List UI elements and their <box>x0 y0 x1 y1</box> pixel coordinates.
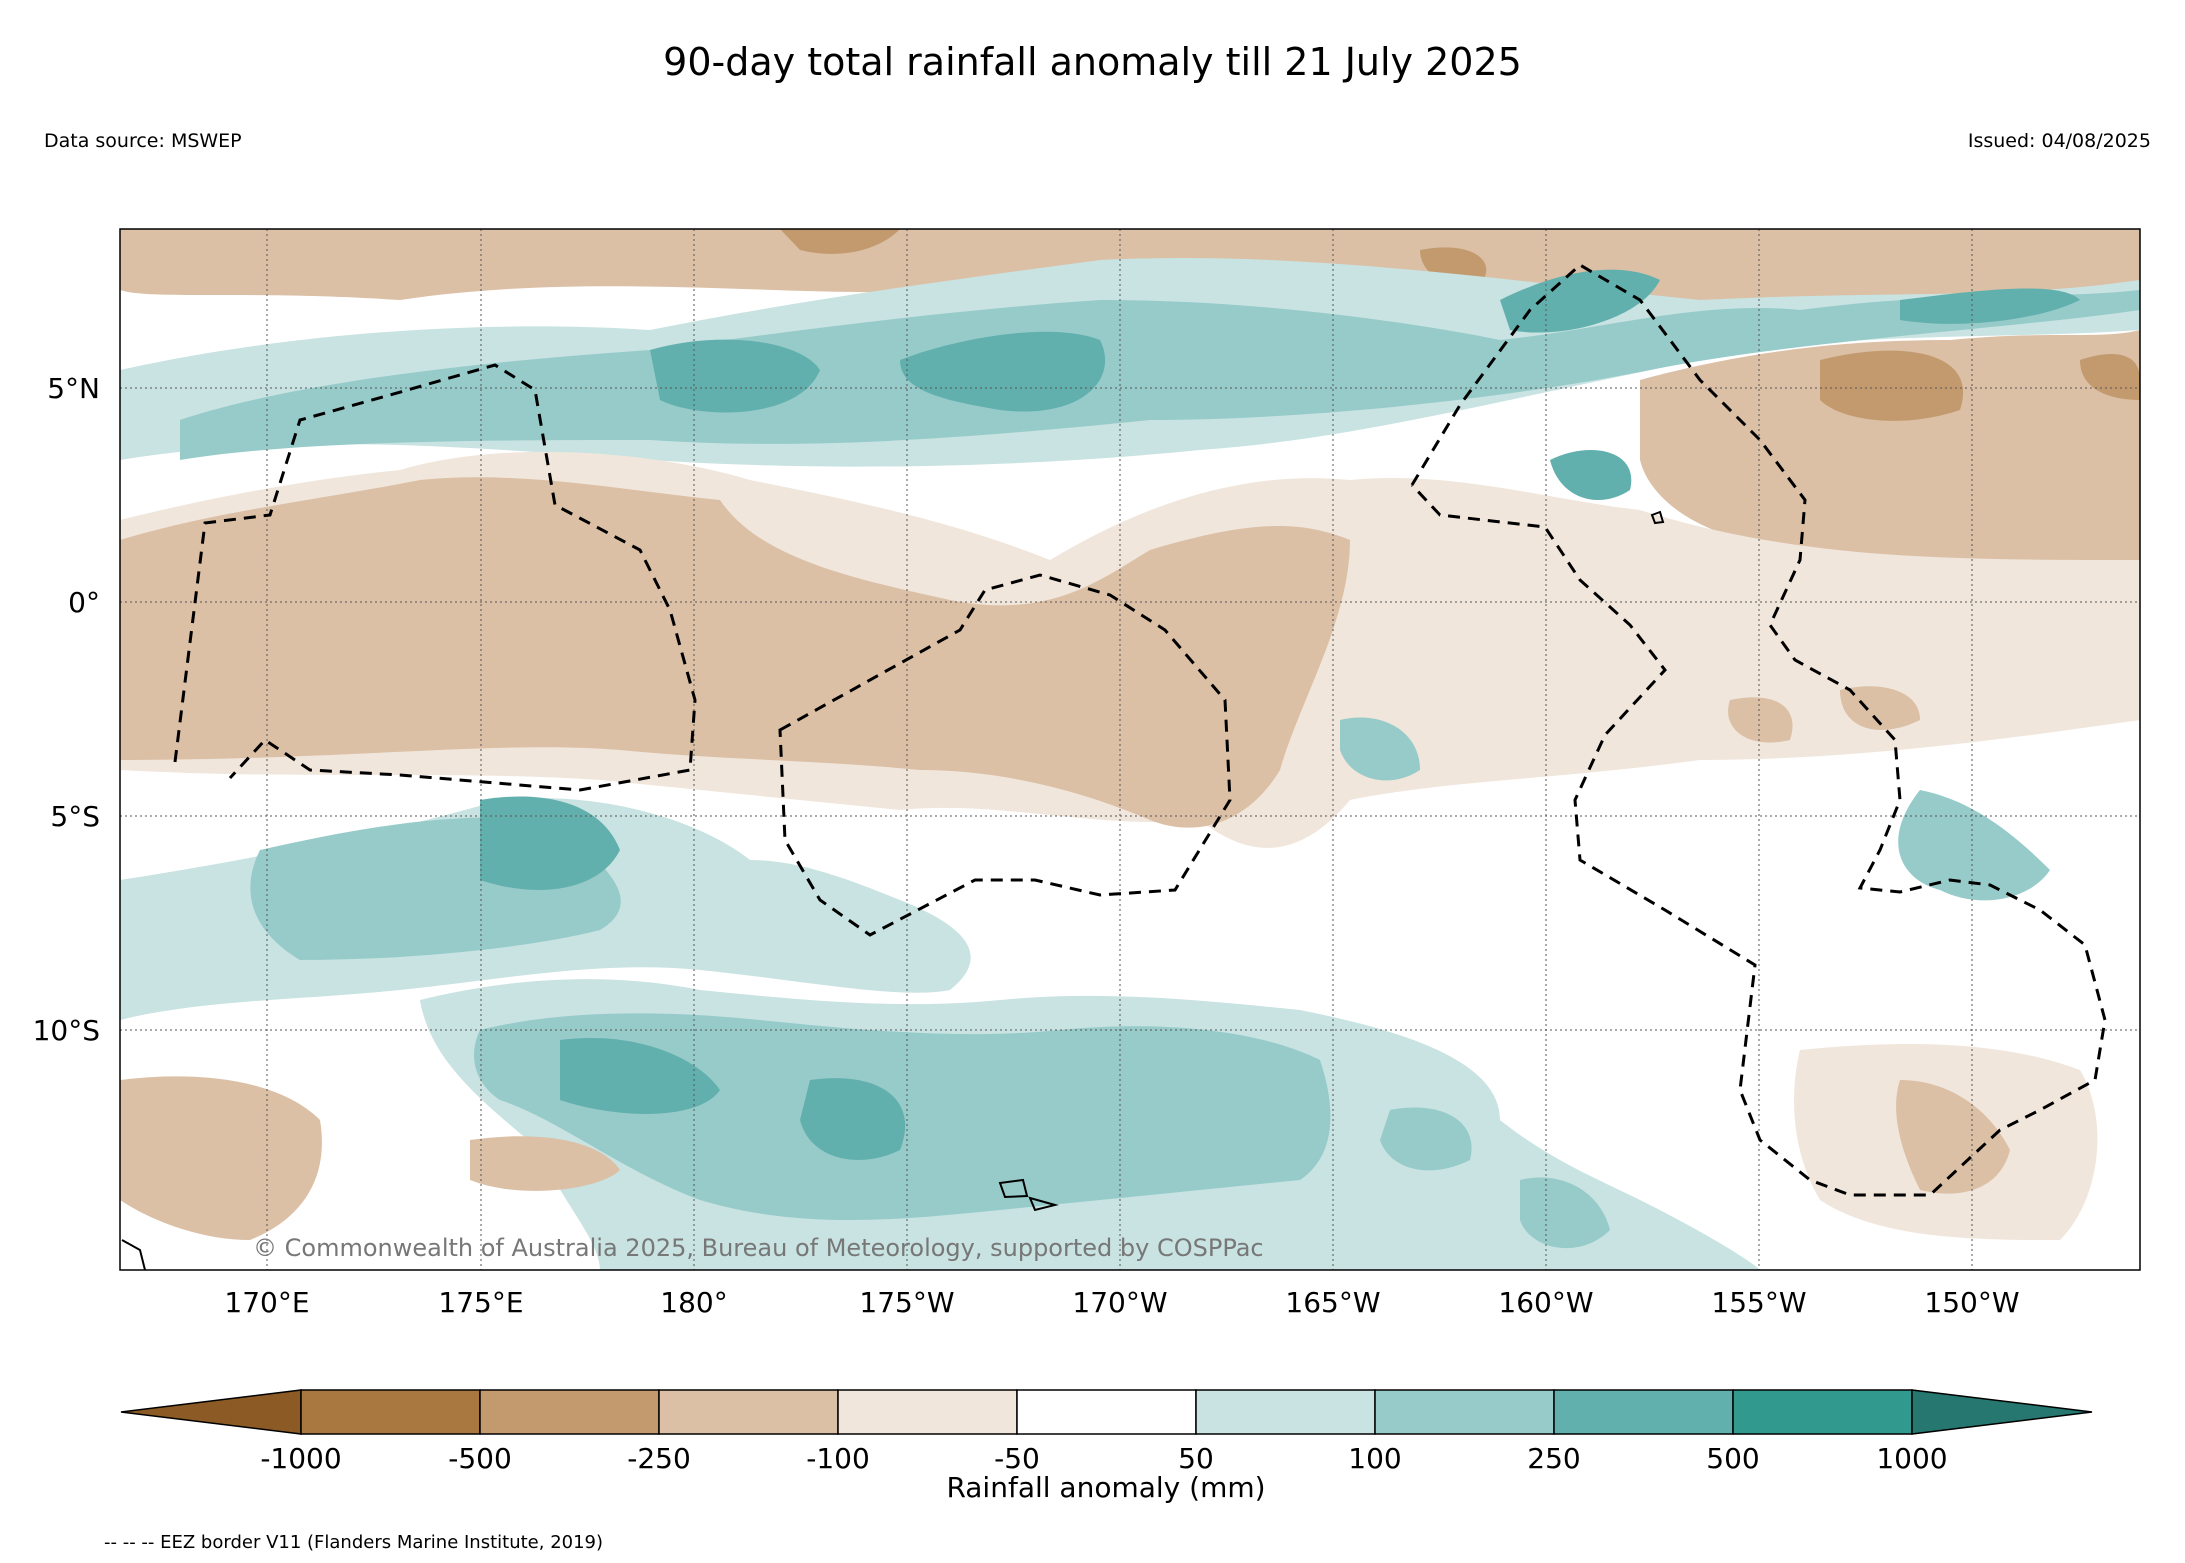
lat-tick-label: 10°S <box>33 1014 100 1047</box>
colorbar-tick-label: -50 <box>994 1442 1040 1475</box>
colorbar-tick-label: 1000 <box>1876 1442 1947 1475</box>
lat-tick-label: 5°N <box>47 372 100 405</box>
issued-date-label: Issued: 04/08/2025 <box>1967 130 2151 152</box>
colorbar-tick-label: 500 <box>1706 1442 1759 1475</box>
colorbar-tick-label: 100 <box>1348 1442 1401 1475</box>
lon-tick-label: 155°W <box>1711 1286 1806 1319</box>
longitude-labels: 170°E 175°E 180° 175°W 170°W 165°W 160°W… <box>224 1286 2019 1319</box>
eez-legend-note: -- -- -- EEZ border V11 (Flanders Marine… <box>104 1532 604 1553</box>
map-gridlines <box>120 229 2140 1270</box>
colorbar-tick-label: -250 <box>627 1442 691 1475</box>
lat-tick-label: 0° <box>68 586 100 619</box>
colorbar-title: Rainfall anomaly (mm) <box>946 1471 1265 1504</box>
lon-tick-label: 170°W <box>1072 1286 1167 1319</box>
copyright-notice: © Commonwealth of Australia 2025, Bureau… <box>253 1234 1264 1262</box>
lon-tick-label: 175°W <box>859 1286 954 1319</box>
anomaly-fields <box>120 229 2140 1270</box>
colorbar <box>120 1389 2093 1435</box>
colorbar-tick-label: -1000 <box>260 1442 341 1475</box>
colorbar-extend-low <box>120 1389 302 1435</box>
lon-tick-label: 180° <box>660 1286 727 1319</box>
latitude-labels: 5°N 0° 5°S 10°S <box>33 372 100 1047</box>
island-outlines <box>121 510 1665 1271</box>
colorbar-segment <box>479 1389 660 1435</box>
lon-tick-label: 150°W <box>1924 1286 2019 1319</box>
colorbar-segment <box>1732 1389 1913 1435</box>
lon-tick-label: 175°E <box>438 1286 523 1319</box>
colorbar-extend-high <box>1911 1389 2093 1435</box>
lon-tick-label: 165°W <box>1285 1286 1380 1319</box>
colorbar-segment <box>1195 1389 1376 1435</box>
colorbar-segment <box>1374 1389 1555 1435</box>
data-source-label: Data source: MSWEP <box>44 130 242 152</box>
eez-borders <box>173 263 2107 1197</box>
colorbar-segment <box>658 1389 839 1435</box>
colorbar-segment <box>1553 1389 1734 1435</box>
map-title: 90-day total rainfall anomaly till 21 Ju… <box>663 40 1522 84</box>
lon-tick-label: 170°E <box>224 1286 309 1319</box>
colorbar-segment <box>837 1389 1018 1435</box>
colorbar-segment <box>1016 1389 1197 1435</box>
lat-tick-label: 5°S <box>50 800 100 833</box>
colorbar-segment <box>300 1389 481 1435</box>
colorbar-tick-label: 250 <box>1527 1442 1580 1475</box>
lon-tick-label: 160°W <box>1498 1286 1593 1319</box>
colorbar-tick-label: -500 <box>448 1442 512 1475</box>
colorbar-tick-label: 50 <box>1178 1442 1214 1475</box>
colorbar-tick-label: -100 <box>806 1442 870 1475</box>
colorbar-ticks: -1000 -500 -250 -100 -50 50 100 250 500 … <box>260 1442 1947 1475</box>
